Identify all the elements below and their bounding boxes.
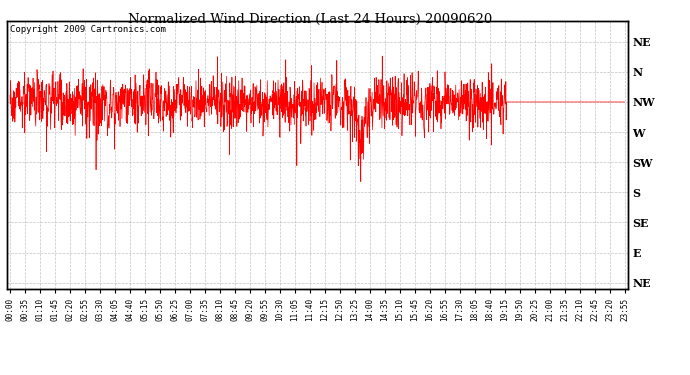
Text: Copyright 2009 Cartronics.com: Copyright 2009 Cartronics.com	[10, 25, 166, 34]
Text: Normalized Wind Direction (Last 24 Hours) 20090620: Normalized Wind Direction (Last 24 Hours…	[128, 13, 493, 26]
